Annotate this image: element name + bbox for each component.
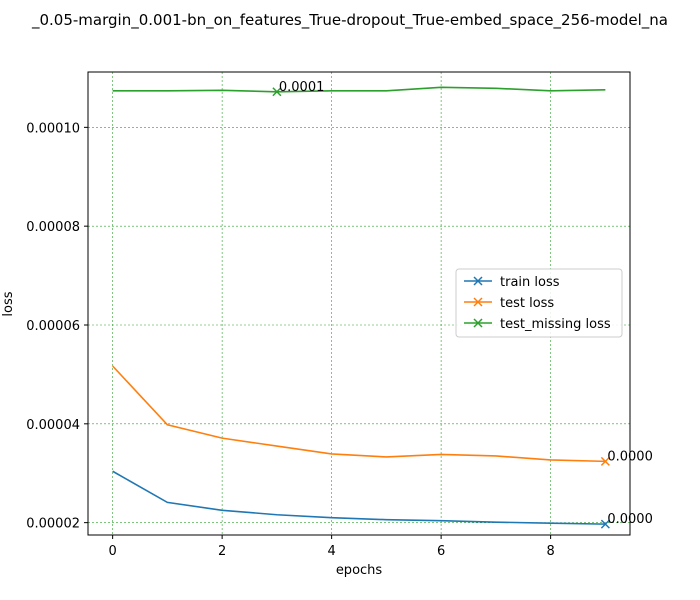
y-tick-label: 0.00008 [26, 220, 80, 235]
legend-entry: test loss [464, 296, 554, 311]
x-tick-label: 2 [218, 544, 226, 559]
series-line [112, 365, 606, 463]
y-tick-label: 0.00004 [26, 418, 80, 433]
series-marker [600, 456, 610, 466]
legend: train loss test loss test_missing loss [455, 268, 623, 338]
x-tick-label: 6 [437, 544, 445, 559]
legend-marker [473, 297, 483, 307]
y-tick-label: 0.00006 [26, 319, 80, 334]
legend-label: train loss [500, 275, 560, 290]
x-tick-label: 0 [108, 544, 116, 559]
series-line [112, 86, 606, 93]
x-axis: 0 2 4 6 8 [108, 535, 555, 559]
legend-entry: test_missing loss [464, 317, 611, 332]
chart-title: _0.05-margin_0.001-bn_on_features_True-d… [31, 11, 668, 30]
legend-marker [473, 276, 483, 286]
legend-label: test_missing loss [500, 317, 611, 332]
legend-box [455, 268, 623, 338]
plot-frame [87, 71, 631, 536]
y-tick-label: 0.00010 [26, 121, 80, 136]
series-annotation: 0.0001 [279, 80, 325, 95]
x-tick-label: 4 [327, 544, 335, 559]
grid [88, 72, 630, 535]
series-marker [600, 519, 610, 529]
series-line [112, 470, 606, 525]
legend-label: test loss [500, 296, 554, 311]
series-marker [272, 87, 282, 97]
legend-entry: train loss [464, 275, 560, 290]
x-tick-label: 8 [546, 544, 554, 559]
y-tick-label: 0.00002 [26, 517, 80, 532]
legend-marker [473, 318, 483, 328]
x-axis-label: epochs [336, 563, 383, 578]
y-axis: 0.00002 0.00004 0.00006 0.00008 0.00010 [26, 121, 88, 532]
y-axis-label: loss [1, 291, 16, 316]
